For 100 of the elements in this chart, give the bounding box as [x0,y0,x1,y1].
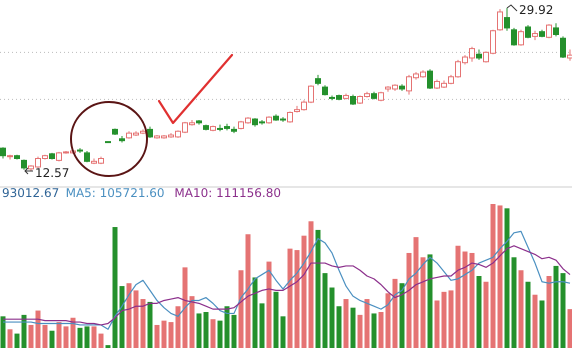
bar [448,290,454,348]
candlestick [0,146,6,160]
bar [260,303,264,348]
bar [70,318,76,348]
bar [504,208,510,348]
bar [64,326,68,348]
bar [274,292,278,348]
candlestick [315,74,321,86]
bar [546,276,552,348]
candlestick [287,111,293,124]
bar [414,237,418,348]
bar [470,252,474,348]
bar [490,204,496,348]
bar [78,328,82,348]
bar [428,254,432,348]
bar [56,322,62,348]
bar [210,319,216,348]
bar [134,290,138,348]
bar [392,278,398,348]
bar [302,236,306,348]
bar [84,326,90,348]
annotation: 12.57 [35,166,70,180]
bar [42,324,48,348]
annotation: 29.92 [519,3,554,17]
bar [568,309,572,348]
bar [378,312,384,348]
bar [434,300,440,348]
bar [462,252,468,348]
bar [182,267,188,348]
bar [112,227,118,348]
candlestick [560,36,566,58]
bar [484,282,488,348]
candlestick [84,150,90,163]
bar [120,286,124,348]
bar [28,324,34,348]
text: MA10: 111156.80 [174,186,281,200]
bar [98,334,104,348]
bar [246,234,250,348]
bar [252,277,258,348]
bar [540,300,544,348]
bar [406,252,412,348]
bar [364,299,370,348]
bar [154,324,160,348]
bar [476,276,482,348]
bar [224,306,230,348]
candlestick [476,49,482,60]
bar [36,310,40,348]
candlestick [322,84,328,96]
candlestick [350,94,356,106]
bar [218,320,222,348]
bar [294,250,300,348]
candlestick [525,24,531,39]
text: 93012.67 [2,186,60,200]
bar [126,283,132,348]
candlestick [21,158,27,170]
candlestick [504,8,510,32]
bar [190,296,194,348]
bar [518,270,524,348]
bar [308,221,314,348]
text: MA5: 105721.60 [66,186,165,200]
bar [204,312,208,348]
bar [0,316,6,348]
candlestick [518,29,524,46]
candlestick [532,30,538,41]
bar [400,283,404,348]
bar [554,266,558,348]
bar [336,306,342,348]
bar [330,288,334,348]
bar [358,314,362,348]
bar [344,299,348,348]
candlestick [511,27,517,46]
bar [288,248,292,348]
bar [420,257,426,348]
bar [350,308,356,348]
bar [386,293,390,348]
bar [498,205,502,348]
bar [14,334,20,348]
bar [280,316,286,348]
bar [238,270,244,348]
candlestick [553,22,559,37]
bar [8,329,12,348]
candlestick [147,126,153,138]
bar [162,320,166,348]
bar [196,313,202,348]
bar [316,230,320,348]
bar [322,273,328,348]
bar [232,314,236,348]
bar [442,292,446,348]
bar [372,313,376,348]
bar [532,294,538,348]
bar [176,306,180,348]
bar [22,314,26,348]
bar [266,262,272,348]
candlestick [427,68,433,90]
bar [526,282,530,348]
bar [50,330,54,348]
bar [456,246,460,348]
bar [92,326,96,348]
bar [148,302,152,348]
bar [560,273,566,348]
